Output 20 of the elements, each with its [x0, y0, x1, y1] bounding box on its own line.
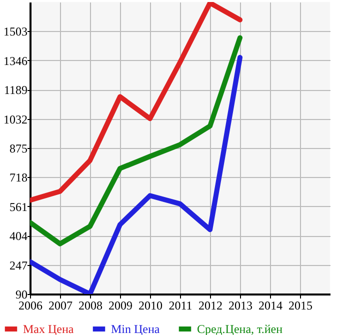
y-tick-label: 561	[10, 200, 28, 214]
x-tick-label: 2009	[108, 298, 132, 312]
y-tick-label: 247	[10, 258, 28, 272]
x-tick-label: 2007	[48, 298, 72, 312]
y-tick-label: 90	[16, 288, 28, 302]
x-tick-label: 2010	[138, 298, 162, 312]
y-tick-label: 1032	[4, 112, 28, 126]
y-tick-label: 1503	[4, 24, 28, 39]
x-tick-label: 2013	[228, 298, 252, 312]
x-tick-label: 2015	[288, 298, 312, 312]
x-tick-label: 2008	[78, 298, 102, 312]
x-tick-label: 2014	[258, 298, 282, 312]
y-tick-label: 1189	[4, 83, 28, 98]
y-tick-label: 875	[10, 142, 28, 156]
x-tick-label: 2012	[198, 298, 222, 312]
y-tick-label: 1346	[4, 54, 28, 68]
x-tick-label: 2006	[18, 298, 42, 312]
x-tick-label: 2011	[168, 298, 192, 312]
y-tick-label: 404	[10, 229, 28, 244]
y-tick-label: 718	[10, 170, 28, 185]
